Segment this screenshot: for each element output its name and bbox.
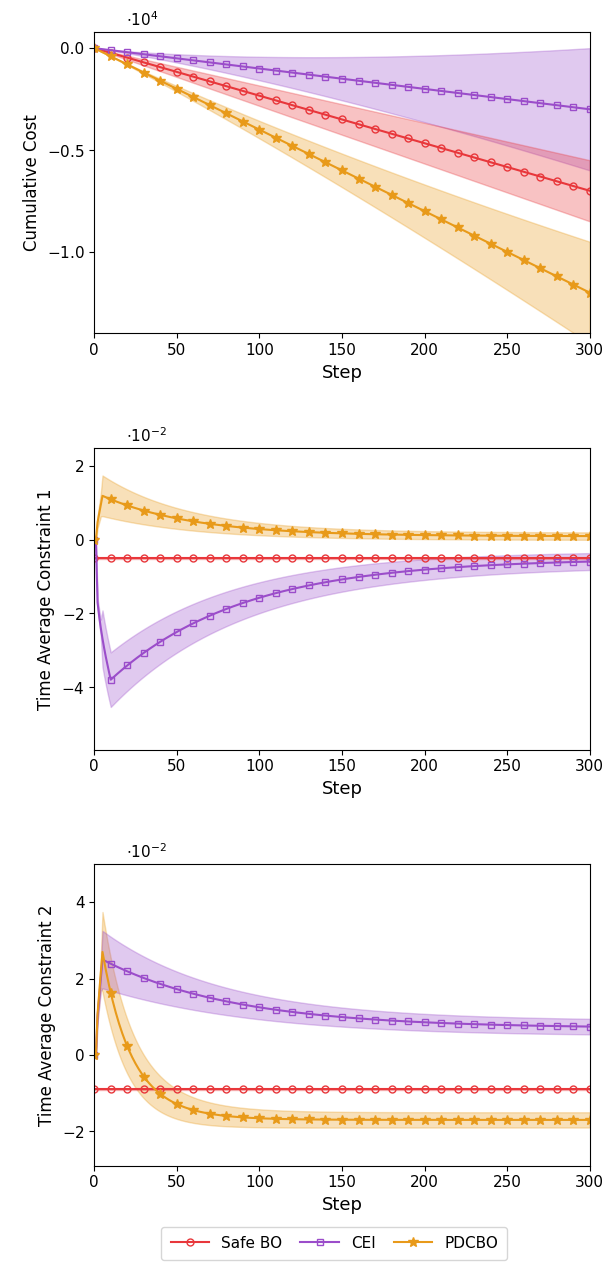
Text: $\cdot10^{-2}$: $\cdot10^{-2}$ (126, 427, 167, 445)
Y-axis label: Time Average Constraint 1: Time Average Constraint 1 (38, 488, 55, 710)
Y-axis label: Time Average Constraint 2: Time Average Constraint 2 (38, 905, 56, 1126)
Text: $\cdot10^{4}$: $\cdot10^{4}$ (126, 10, 159, 29)
Y-axis label: Cumulative Cost: Cumulative Cost (23, 115, 41, 251)
Legend: Safe BO, CEI, PDCBO: Safe BO, CEI, PDCBO (161, 1227, 508, 1260)
Text: $\cdot10^{-2}$: $\cdot10^{-2}$ (126, 842, 167, 861)
X-axis label: Step: Step (322, 1196, 362, 1214)
X-axis label: Step: Step (322, 780, 362, 798)
X-axis label: Step: Step (322, 363, 362, 382)
